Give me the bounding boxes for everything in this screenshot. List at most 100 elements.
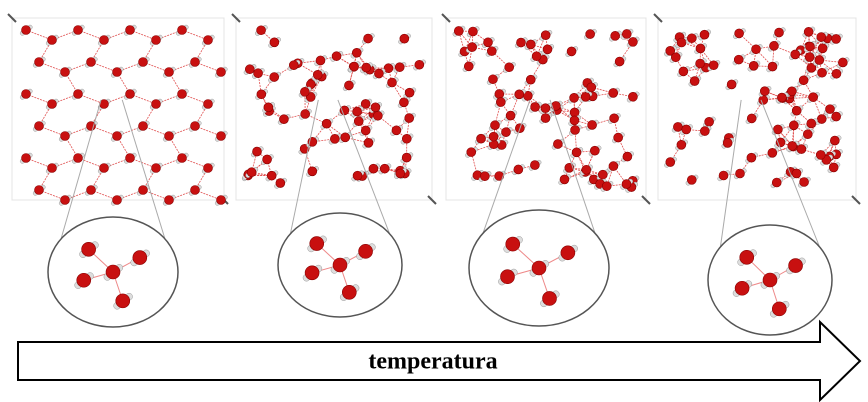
oxygen bbox=[740, 250, 754, 264]
oxygen bbox=[832, 112, 841, 121]
oxygen bbox=[768, 62, 777, 71]
oxygen bbox=[543, 45, 552, 54]
oxygen bbox=[257, 90, 266, 99]
oxygen bbox=[61, 196, 70, 205]
oxygen bbox=[749, 61, 758, 70]
oxygen bbox=[561, 246, 575, 260]
oxygen bbox=[191, 58, 200, 67]
oxygen bbox=[301, 110, 310, 119]
oxygen bbox=[768, 148, 777, 157]
oxygen bbox=[100, 164, 109, 173]
oxygen bbox=[270, 73, 279, 82]
oxygen bbox=[747, 114, 756, 123]
oxygen bbox=[541, 104, 550, 113]
oxygen bbox=[687, 175, 696, 184]
oxygen bbox=[308, 167, 317, 176]
oxygen bbox=[541, 114, 550, 123]
oxygen bbox=[817, 33, 826, 42]
oxygen bbox=[332, 52, 341, 61]
oxygen bbox=[178, 154, 187, 163]
oxygen bbox=[501, 128, 510, 137]
oxygen bbox=[353, 107, 362, 116]
oxygen bbox=[773, 125, 782, 134]
oxygen bbox=[48, 36, 57, 45]
oxygen bbox=[805, 53, 814, 62]
oxygen bbox=[789, 259, 803, 273]
oxygen bbox=[590, 146, 599, 155]
oxygen bbox=[679, 67, 688, 76]
oxygen bbox=[506, 111, 515, 120]
oxygen bbox=[342, 285, 356, 299]
oxygen bbox=[832, 69, 841, 78]
oxygen bbox=[800, 177, 809, 186]
oxygen bbox=[116, 294, 130, 308]
oxygen bbox=[772, 302, 786, 316]
oxygen bbox=[560, 175, 569, 184]
oxygen bbox=[300, 87, 309, 96]
oxygen bbox=[531, 102, 540, 111]
oxygen bbox=[371, 103, 380, 112]
oxygen bbox=[799, 76, 808, 85]
oxygen bbox=[792, 169, 801, 178]
oxygen bbox=[797, 145, 806, 154]
oxygen bbox=[735, 29, 744, 38]
oxygen bbox=[719, 171, 728, 180]
oxygen bbox=[526, 75, 535, 84]
oxygen bbox=[152, 100, 161, 109]
oxygen bbox=[586, 30, 595, 39]
oxygen bbox=[139, 122, 148, 131]
oxygen bbox=[373, 111, 382, 120]
oxygen bbox=[501, 270, 515, 284]
oxygen bbox=[305, 266, 319, 280]
oxygen bbox=[178, 26, 187, 35]
oxygen bbox=[48, 100, 57, 109]
oxygen bbox=[587, 83, 596, 92]
oxygen bbox=[818, 68, 827, 77]
oxygen bbox=[106, 265, 120, 279]
oxygen bbox=[727, 80, 736, 89]
oxygen bbox=[178, 90, 187, 99]
oxygen bbox=[139, 186, 148, 195]
oxygen bbox=[570, 116, 579, 125]
oxygen bbox=[353, 171, 362, 180]
oxygen bbox=[775, 28, 784, 37]
oxygen bbox=[468, 43, 477, 52]
oxygen bbox=[515, 90, 524, 99]
oxygen bbox=[113, 196, 122, 205]
oxygen bbox=[622, 180, 631, 189]
oxygen bbox=[361, 126, 370, 135]
molecule-panels bbox=[8, 14, 860, 335]
oxygen bbox=[395, 63, 404, 72]
oxygen bbox=[126, 154, 135, 163]
oxygen bbox=[152, 164, 161, 173]
oxygen bbox=[270, 38, 279, 47]
oxygen bbox=[77, 273, 91, 287]
oxygen bbox=[777, 93, 786, 102]
oxygen bbox=[709, 61, 718, 70]
oxygen bbox=[191, 186, 200, 195]
oxygen bbox=[467, 148, 476, 157]
oxygen bbox=[677, 38, 686, 47]
oxygen bbox=[700, 30, 709, 39]
oxygen bbox=[788, 141, 797, 150]
oxygen bbox=[747, 153, 756, 162]
oxygen bbox=[480, 172, 489, 181]
oxygen bbox=[818, 44, 827, 53]
oxygen bbox=[763, 273, 777, 287]
oxygen bbox=[74, 154, 83, 163]
oxygen bbox=[673, 122, 682, 131]
oxygen bbox=[217, 196, 226, 205]
oxygen bbox=[628, 37, 637, 46]
oxygen bbox=[734, 55, 743, 64]
oxygen bbox=[74, 90, 83, 99]
oxygen bbox=[809, 93, 818, 102]
oxygen bbox=[807, 119, 816, 128]
oxygen bbox=[405, 114, 414, 123]
oxygen bbox=[254, 69, 263, 78]
oxygen bbox=[666, 158, 675, 167]
oxygen bbox=[752, 45, 761, 54]
oxygen bbox=[514, 165, 523, 174]
oxygen bbox=[204, 100, 213, 109]
oxygen bbox=[350, 62, 359, 71]
oxygen bbox=[100, 36, 109, 45]
